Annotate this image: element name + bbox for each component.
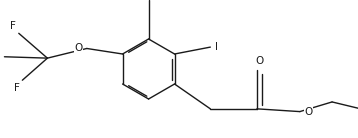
Text: O: O (304, 107, 313, 117)
Text: O: O (74, 43, 82, 54)
Text: O: O (256, 56, 264, 66)
Text: I: I (215, 42, 218, 52)
Text: F: F (10, 21, 16, 30)
Text: F: F (14, 83, 19, 93)
